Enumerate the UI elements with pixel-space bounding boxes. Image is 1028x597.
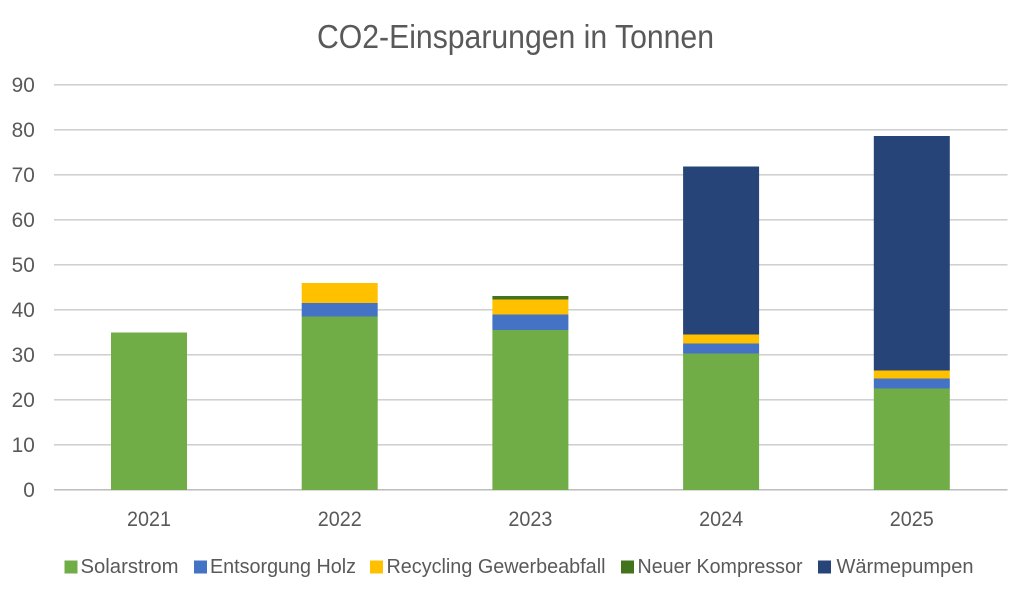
svg-text:2025: 2025 xyxy=(890,508,934,531)
svg-text:Recycling Gewerbeabfall: Recycling Gewerbeabfall xyxy=(387,556,606,578)
svg-text:2021: 2021 xyxy=(127,508,171,531)
svg-text:Solarstrom: Solarstrom xyxy=(81,556,179,578)
svg-text:CO2-Einsparungen in Tonnen: CO2-Einsparungen in Tonnen xyxy=(317,18,714,55)
svg-text:10: 10 xyxy=(12,434,35,457)
svg-text:90: 90 xyxy=(12,74,35,97)
svg-text:2024: 2024 xyxy=(699,508,743,531)
svg-text:20: 20 xyxy=(12,389,35,412)
svg-text:2023: 2023 xyxy=(508,508,552,531)
svg-text:0: 0 xyxy=(23,479,35,502)
svg-text:Wärmepumpen: Wärmepumpen xyxy=(837,556,974,578)
svg-text:30: 30 xyxy=(12,344,35,367)
svg-text:70: 70 xyxy=(12,164,35,187)
svg-text:40: 40 xyxy=(12,299,35,322)
svg-text:2022: 2022 xyxy=(318,508,362,531)
svg-text:50: 50 xyxy=(12,254,35,277)
svg-text:Entsorgung Holz: Entsorgung Holz xyxy=(210,556,356,578)
svg-text:80: 80 xyxy=(12,119,35,142)
svg-text:Neuer Kompressor: Neuer Kompressor xyxy=(638,556,803,578)
svg-text:60: 60 xyxy=(12,209,35,232)
